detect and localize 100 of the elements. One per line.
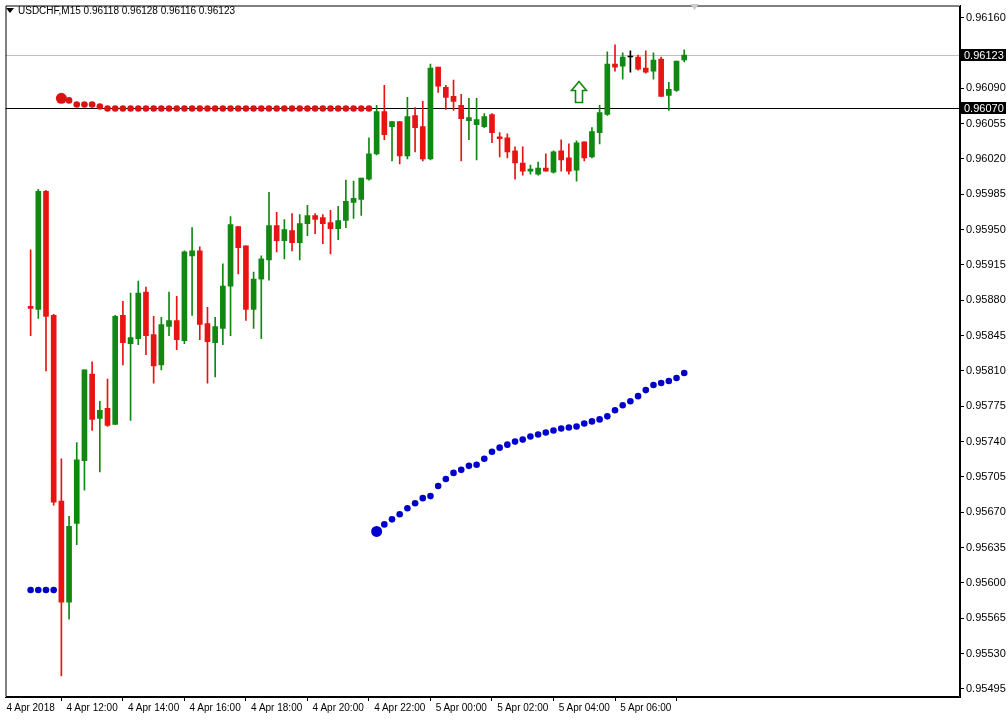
y-tick-label: 0.95985 [966, 187, 1006, 200]
point [480, 455, 488, 463]
point [473, 461, 480, 469]
point [288, 105, 296, 112]
ref-line-label: 0.96123 [964, 48, 1004, 61]
candlestick [189, 227, 195, 316]
point [411, 499, 419, 507]
x-tick-label: 4 Apr 14:00 [128, 701, 180, 713]
y-tick-label: 0.95600 [966, 575, 1006, 588]
y-tick-label: 0.96160 [966, 10, 1006, 23]
candlestick [389, 121, 395, 162]
y-tick-label: 0.96090 [966, 81, 1006, 94]
point [304, 105, 311, 112]
point [227, 105, 234, 112]
point [35, 586, 42, 594]
y-tick-label: 0.95740 [966, 434, 1006, 447]
chart-title: USDCHF,M15 0.96118 0.96128 0.96116 0.96123 [18, 4, 236, 17]
point [419, 494, 427, 502]
x-tick-label: 4 Apr 20:00 [312, 701, 365, 713]
point [281, 105, 288, 112]
point [442, 475, 450, 483]
point [73, 101, 81, 108]
point [465, 462, 473, 470]
point [488, 448, 496, 455]
point [511, 438, 519, 445]
point [457, 466, 465, 474]
point [365, 105, 373, 112]
point [534, 431, 542, 438]
y-tick-label: 0.96055 [966, 116, 1006, 129]
point [619, 401, 626, 409]
point [573, 423, 580, 430]
candlestick [666, 81, 672, 111]
point [158, 105, 165, 112]
point [542, 429, 550, 436]
y-tick-label: 0.95950 [966, 222, 1006, 235]
point [504, 441, 511, 448]
y-tick-label: 0.95880 [966, 293, 1006, 306]
point [119, 105, 127, 112]
y-tick-label: 0.95635 [966, 540, 1006, 553]
x-tick-label: 4 Apr 2018 [6, 701, 56, 713]
point [250, 105, 257, 112]
point [427, 492, 434, 500]
point [196, 105, 204, 112]
point [342, 105, 350, 112]
candlestick [166, 291, 172, 336]
candlestick [458, 94, 465, 162]
point [81, 101, 88, 108]
y-tick-label: 0.95670 [966, 505, 1006, 518]
point [334, 105, 342, 112]
y-tick-label: 0.95810 [966, 363, 1006, 376]
point [258, 105, 265, 112]
point [557, 425, 565, 432]
point [234, 105, 242, 112]
candlestick [466, 98, 472, 141]
point [211, 105, 219, 112]
point [642, 386, 650, 394]
candlestick [319, 214, 326, 245]
y-tick-label: 0.95565 [966, 611, 1006, 624]
point [127, 105, 134, 112]
point [450, 469, 457, 477]
point [219, 105, 227, 112]
point [611, 407, 619, 414]
point [673, 374, 680, 382]
point [519, 436, 527, 443]
point [96, 103, 104, 110]
point [381, 521, 388, 528]
point [150, 105, 157, 112]
point [165, 105, 173, 112]
y-tick-label: 0.96020 [966, 151, 1006, 164]
point [657, 379, 665, 387]
y-tick-label: 0.95845 [966, 328, 1006, 341]
point [580, 420, 588, 427]
x-tick-label: 4 Apr 12:00 [66, 701, 119, 713]
point [396, 510, 404, 518]
point [650, 381, 657, 389]
x-tick-label: 5 Apr 06:00 [620, 701, 672, 713]
point [296, 105, 304, 112]
x-tick-label: 4 Apr 18:00 [251, 701, 303, 713]
point [181, 105, 188, 112]
point [188, 105, 196, 112]
point [434, 482, 442, 490]
point [327, 105, 334, 112]
point [173, 105, 181, 112]
point [388, 516, 396, 523]
point [134, 105, 142, 112]
point [104, 105, 111, 112]
point [680, 369, 688, 377]
point [627, 397, 634, 405]
point [550, 427, 557, 434]
point [273, 105, 280, 112]
ref-line-label: 0.96070 [964, 101, 1004, 114]
x-tick-label: 4 Apr 22:00 [374, 701, 426, 713]
x-tick-label: 5 Apr 00:00 [435, 701, 488, 713]
point [27, 586, 34, 594]
point [357, 105, 365, 112]
point [88, 101, 96, 108]
point [142, 105, 150, 112]
point [404, 504, 411, 512]
point [565, 424, 573, 431]
point [350, 105, 357, 112]
